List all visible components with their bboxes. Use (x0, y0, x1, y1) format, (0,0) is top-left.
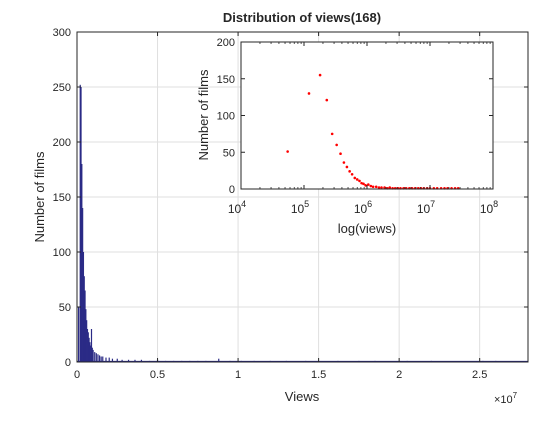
data-point (343, 161, 346, 164)
inset-x-axis-label: log(views) (338, 221, 397, 236)
bar (78, 307, 79, 362)
x-axis-multiplier-exponent: 7 (513, 391, 518, 400)
y-tick-label: 300 (53, 27, 71, 39)
data-point (362, 183, 365, 186)
bar (101, 357, 102, 363)
inset-y-tick-label: 100 (217, 111, 235, 123)
inset-plot-area (241, 42, 493, 189)
y-tick-label: 0 (65, 357, 71, 369)
data-point (378, 186, 381, 189)
data-point (346, 166, 349, 169)
data-point (331, 133, 334, 136)
bar (102, 357, 103, 363)
data-point (375, 185, 378, 188)
data-point (383, 186, 386, 189)
y-axis-label: Number of films (32, 151, 47, 243)
data-point (348, 170, 351, 173)
data-point (380, 186, 383, 189)
data-point (358, 180, 361, 183)
inset-y-axis-label: Number of films (196, 69, 211, 161)
data-point (351, 173, 354, 176)
data-point (356, 178, 359, 181)
x-tick-label: 0.5 (150, 369, 165, 381)
data-point (339, 152, 342, 155)
x-tick-label: 1 (235, 369, 241, 381)
y-tick-label: 150 (53, 192, 71, 204)
data-point (319, 74, 322, 77)
data-point (372, 185, 375, 188)
chart-title: Distribution of views(168) (223, 10, 381, 25)
bar (105, 358, 106, 362)
x-tick-label: 2.5 (472, 369, 487, 381)
y-tick-label: 200 (53, 137, 71, 149)
y-tick-label: 50 (59, 302, 71, 314)
data-point (325, 99, 328, 102)
x-axis-multiplier: ×107 (494, 391, 518, 406)
x-tick-label: 2 (396, 369, 402, 381)
inset-y-tick-label: 0 (229, 184, 235, 196)
bar (96, 353, 97, 362)
bar (94, 352, 95, 362)
x-tick-label: 1.5 (311, 369, 326, 381)
x-axis-label: Views (285, 389, 320, 404)
y-tick-label: 250 (53, 82, 71, 94)
data-point (370, 185, 373, 188)
bar (93, 350, 94, 362)
bar (99, 355, 100, 362)
bar (109, 358, 110, 362)
inset-y-tick-label: 50 (223, 147, 235, 159)
x-axis-multiplier-base: ×10 (494, 394, 513, 406)
bar (97, 354, 98, 362)
inset-y-tick-label: 150 (217, 74, 235, 86)
data-point (286, 150, 289, 153)
x-tick-label: 0 (74, 369, 80, 381)
data-point (388, 186, 391, 189)
data-point (353, 177, 356, 180)
data-point (308, 92, 311, 95)
data-point (335, 144, 338, 147)
inset-y-tick-label: 200 (217, 37, 235, 49)
y-tick-label: 100 (53, 247, 71, 259)
